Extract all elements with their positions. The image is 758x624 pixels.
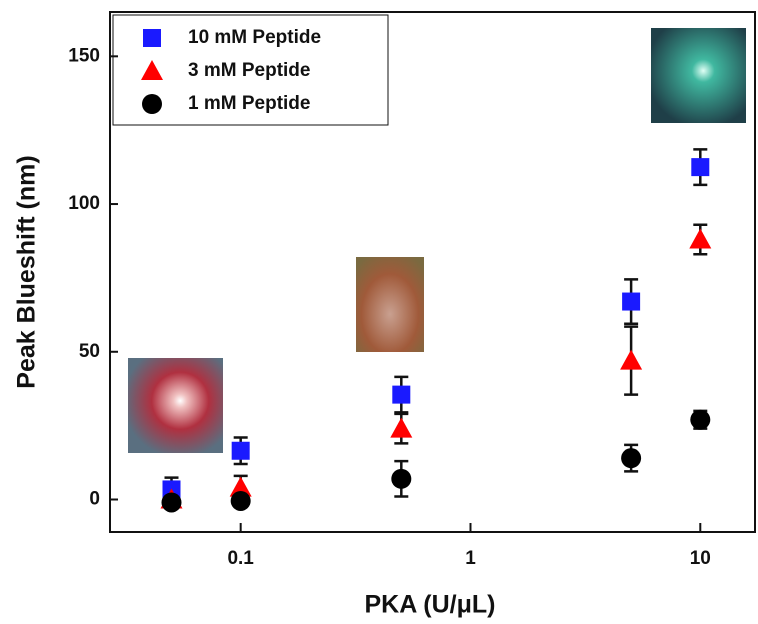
inset-image <box>651 28 746 123</box>
legend-marker <box>142 94 162 114</box>
marker <box>691 158 710 177</box>
marker <box>161 492 182 513</box>
inset-image <box>128 358 223 453</box>
marker <box>391 468 412 489</box>
x-axis-label: PKA (U/μL) <box>364 591 495 619</box>
x-tick-label: 1 <box>465 548 476 569</box>
marker <box>621 448 642 469</box>
marker <box>230 490 251 511</box>
legend-label: 10 mM Peptide <box>188 27 321 48</box>
x-tick-label: 0.1 <box>227 548 254 569</box>
y-tick-label: 0 <box>89 489 100 510</box>
marker <box>620 349 643 370</box>
marker <box>622 292 641 311</box>
y-tick-label: 100 <box>68 193 100 214</box>
y-axis-label: Peak Blueshift (nm) <box>13 155 41 388</box>
marker <box>229 476 252 497</box>
legend-label: 3 mM Peptide <box>188 60 310 81</box>
marker <box>390 417 413 438</box>
marker <box>690 409 711 430</box>
legend-marker <box>143 29 161 47</box>
plot-frame <box>109 11 756 533</box>
y-tick-label: 50 <box>79 341 100 362</box>
marker <box>392 385 411 404</box>
legend-marker <box>141 60 163 80</box>
x-tick-label: 10 <box>690 548 711 569</box>
marker <box>689 228 712 249</box>
y-tick-label: 150 <box>68 45 100 66</box>
marker <box>231 441 250 460</box>
legend-label: 1 mM Peptide <box>188 93 310 114</box>
inset-image <box>356 257 424 352</box>
